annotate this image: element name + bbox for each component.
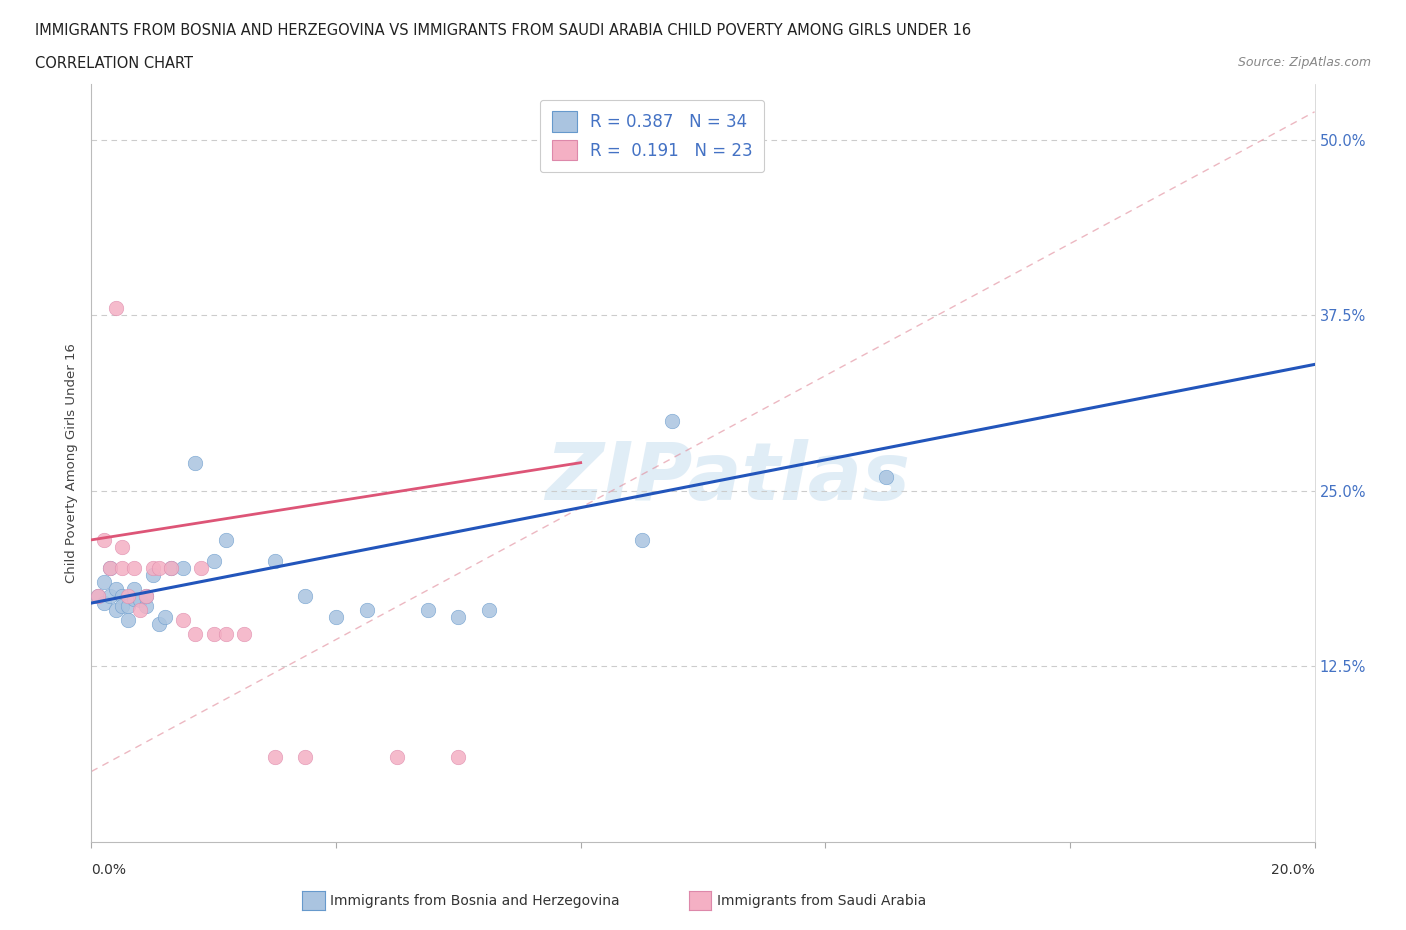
- Text: ZIPatlas: ZIPatlas: [546, 439, 910, 517]
- Point: [215, 627, 238, 642]
- Point: [202, 627, 225, 642]
- Point: [661, 413, 683, 428]
- Point: [86, 589, 108, 604]
- Point: [111, 589, 134, 604]
- Point: [294, 750, 316, 764]
- Text: Immigrants from Saudi Arabia: Immigrants from Saudi Arabia: [717, 894, 927, 909]
- Text: Source: ZipAtlas.com: Source: ZipAtlas.com: [1237, 56, 1371, 69]
- Legend: R = 0.387   N = 34, R =  0.191   N = 23: R = 0.387 N = 34, R = 0.191 N = 23: [540, 100, 765, 172]
- Point: [294, 589, 316, 604]
- Point: [122, 581, 145, 596]
- Point: [153, 610, 176, 625]
- Point: [93, 533, 115, 548]
- Point: [172, 613, 194, 628]
- Point: [111, 561, 134, 576]
- Point: [111, 598, 134, 613]
- Point: [104, 603, 127, 618]
- Point: [160, 561, 183, 576]
- Point: [447, 610, 470, 625]
- Point: [129, 592, 152, 607]
- Point: [122, 561, 145, 576]
- Point: [447, 750, 470, 764]
- Point: [385, 750, 409, 764]
- Point: [117, 598, 139, 613]
- Point: [135, 589, 157, 604]
- Point: [93, 575, 115, 590]
- Point: [215, 533, 238, 548]
- Point: [117, 589, 139, 604]
- Text: 0.0%: 0.0%: [91, 863, 127, 877]
- Point: [86, 589, 108, 604]
- Point: [184, 627, 207, 642]
- Point: [129, 603, 152, 618]
- Point: [117, 613, 139, 628]
- Point: [141, 561, 163, 576]
- Text: CORRELATION CHART: CORRELATION CHART: [35, 56, 193, 71]
- Point: [93, 595, 115, 610]
- Point: [190, 561, 212, 576]
- Point: [160, 561, 183, 576]
- Text: IMMIGRANTS FROM BOSNIA AND HERZEGOVINA VS IMMIGRANTS FROM SAUDI ARABIA CHILD POV: IMMIGRANTS FROM BOSNIA AND HERZEGOVINA V…: [35, 23, 972, 38]
- Point: [416, 603, 439, 618]
- Point: [148, 617, 170, 631]
- Point: [478, 603, 501, 618]
- Point: [631, 533, 654, 548]
- Point: [184, 456, 207, 471]
- Point: [356, 603, 378, 618]
- Point: [135, 589, 157, 604]
- Point: [233, 627, 256, 642]
- Point: [104, 581, 127, 596]
- Point: [98, 589, 121, 604]
- Point: [141, 567, 163, 582]
- Text: Immigrants from Bosnia and Herzegovina: Immigrants from Bosnia and Herzegovina: [330, 894, 620, 909]
- Y-axis label: Child Poverty Among Girls Under 16: Child Poverty Among Girls Under 16: [65, 343, 79, 582]
- Point: [264, 750, 287, 764]
- Point: [148, 561, 170, 576]
- Text: 20.0%: 20.0%: [1271, 863, 1315, 877]
- Point: [325, 610, 347, 625]
- Point: [111, 539, 134, 554]
- Point: [875, 470, 898, 485]
- Point: [98, 561, 121, 576]
- Point: [104, 300, 127, 315]
- Point: [264, 553, 287, 568]
- Point: [172, 561, 194, 576]
- Point: [122, 591, 145, 606]
- Point: [202, 553, 225, 568]
- Point: [98, 561, 121, 576]
- Point: [135, 598, 157, 613]
